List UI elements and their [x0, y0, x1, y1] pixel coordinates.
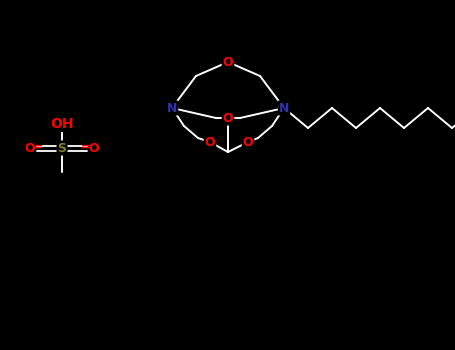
Text: O: O: [222, 56, 233, 69]
Text: =: =: [81, 142, 90, 152]
Text: O: O: [25, 141, 35, 154]
Text: =: =: [34, 142, 43, 152]
Text: S: S: [57, 141, 66, 154]
Text: O: O: [205, 135, 215, 148]
Text: N: N: [279, 102, 289, 114]
Text: N: N: [167, 102, 177, 114]
Text: O: O: [222, 112, 233, 125]
Text: OH: OH: [50, 117, 74, 131]
Text: O: O: [243, 135, 253, 148]
Text: O: O: [89, 141, 99, 154]
